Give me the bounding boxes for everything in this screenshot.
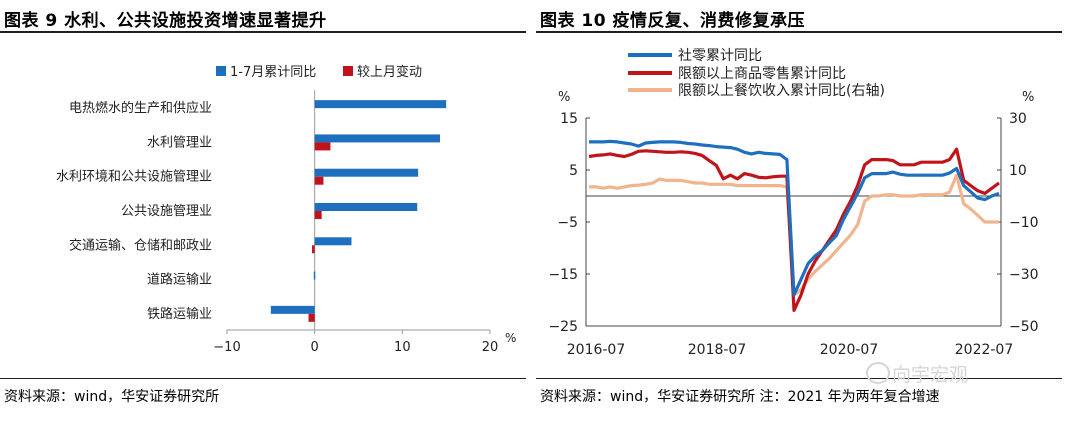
right-bottom-rule <box>536 378 1062 379</box>
right-unit-label: % <box>1022 90 1034 105</box>
category-label: 道路运输业 <box>147 272 212 288</box>
right-chart-title: 图表 10 疫情反复、消费修复承压 <box>540 11 805 31</box>
legend-swatch-change <box>343 66 353 76</box>
bar-change <box>312 245 315 254</box>
category-label: 公共设施管理业 <box>121 204 212 219</box>
left-chart-panel: 图表 9 水利、公共设施投资增速显著提升 1-7月累计同比 较上月变动 −10 0 10… <box>0 0 530 421</box>
legend-label-cumulative: 1-7月累计同比 <box>230 65 316 80</box>
left-tick-label: −15 <box>548 267 578 283</box>
right-tick-label: −10 <box>1009 215 1039 231</box>
legend-label: 社零累计同比 <box>678 48 762 64</box>
left-bottom-rule <box>0 378 526 379</box>
bar-cumulative <box>314 168 419 177</box>
legend-label: 限额以上商品零售累计同比 <box>678 66 846 82</box>
legend-label: 限额以上餐饮收入累计同比(右轴) <box>678 83 885 99</box>
category-label: 交通运输、仓储和邮政业 <box>69 237 212 253</box>
x-tick-label: 0 <box>311 340 319 355</box>
bar-cumulative <box>314 237 352 246</box>
left-title-rule <box>0 31 526 33</box>
line-retail-sales <box>589 139 1000 297</box>
bar-change <box>314 176 324 185</box>
left-bar-chart: 1-7月累计同比 较上月变动 −10 0 10 20% 电热燃水的生产和供应业水利管理业水利… <box>56 64 516 355</box>
x-tick-label: 2016-07 <box>567 342 626 358</box>
category-label: 电热燃水的生产和供应业 <box>69 100 212 116</box>
category-label: 水利管理业 <box>147 135 212 150</box>
bar-cumulative <box>314 134 441 143</box>
bar-cumulative <box>314 100 447 109</box>
left-tick-label: 5 <box>569 163 578 179</box>
bar-cumulative <box>270 305 315 314</box>
bar-change <box>308 313 315 322</box>
category-label: 铁路运输业 <box>147 306 212 322</box>
right-title-rule <box>536 31 1062 33</box>
x-tick-label: 2020-07 <box>820 342 879 358</box>
left-tick-label: −5 <box>557 215 578 231</box>
bar-change <box>314 142 331 151</box>
left-tick-label: 15 <box>560 111 578 127</box>
line-goods-retail <box>588 147 1000 312</box>
bar-cumulative <box>314 203 418 211</box>
bar-cumulative <box>313 271 316 280</box>
bar-change <box>314 211 322 219</box>
wechat-icon <box>866 362 890 384</box>
x-unit-label: % <box>505 331 516 345</box>
category-label: 水利环境和公共设施管理业 <box>56 170 212 185</box>
right-chart-panel: 图表 10 疫情反复、消费修复承压 15 5 −5 −15 −25 30 10 −10 −30 −… <box>536 0 1066 421</box>
left-chart-title: 图表 9 水利、公共设施投资增速显著提升 <box>4 11 327 31</box>
x-tick-label: 20 <box>482 340 499 355</box>
left-tick-label: −25 <box>548 319 578 335</box>
x-tick-label: 2022-07 <box>955 342 1014 358</box>
legend-swatch-cumulative <box>216 66 226 76</box>
x-tick-label: 10 <box>394 340 411 355</box>
legend-label-change: 较上月变动 <box>357 64 422 80</box>
watermark-text: 向宇宏观 <box>892 364 969 386</box>
right-tick-label: 10 <box>1009 163 1027 179</box>
right-source-note: 资料来源：wind，华安证券研究所 注：2021 年为两年复合增速 <box>540 389 940 405</box>
x-tick-label: 2018-07 <box>688 342 747 358</box>
left-source-note: 资料来源：wind，华安证券研究所 <box>4 389 220 405</box>
right-tick-label: −50 <box>1009 319 1039 335</box>
right-tick-label: −30 <box>1009 267 1039 283</box>
right-tick-label: 30 <box>1009 111 1027 127</box>
right-line-chart: 15 5 −5 −15 −25 30 10 −10 −30 −50% % 2016-07 2018-07… <box>548 48 1039 358</box>
left-unit-label: % <box>558 90 570 105</box>
x-tick-label: −10 <box>213 340 240 355</box>
